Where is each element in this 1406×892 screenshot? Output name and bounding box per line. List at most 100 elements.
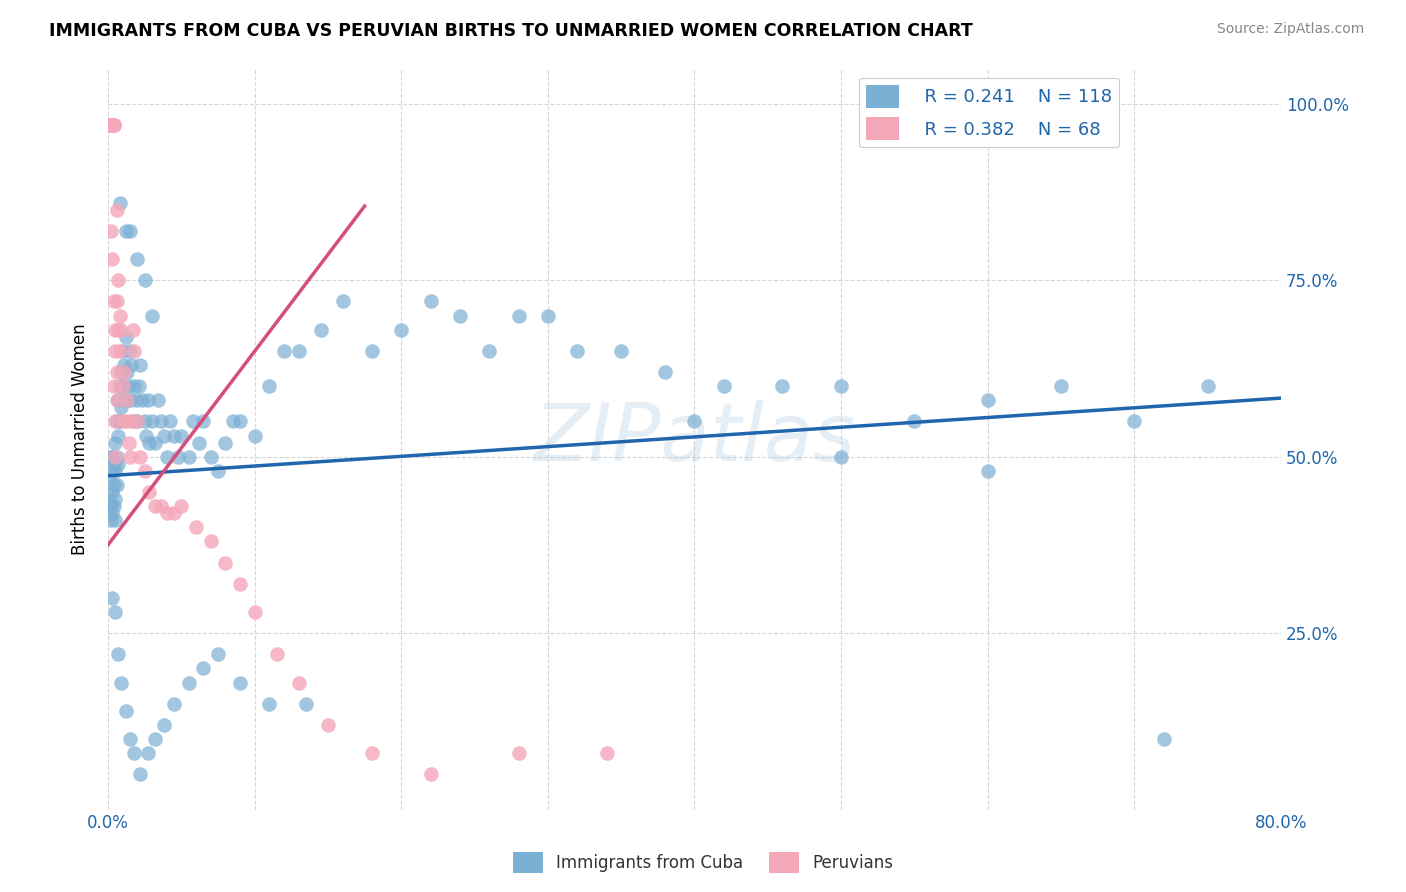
Point	[122, 323, 145, 337]
Point	[149, 499, 172, 513]
Point	[103, 478, 125, 492]
Point	[118, 343, 141, 358]
Point	[243, 428, 266, 442]
Point	[138, 485, 160, 500]
Point	[259, 379, 281, 393]
Point	[98, 491, 121, 506]
Point	[104, 343, 127, 358]
Point	[163, 428, 186, 442]
Point	[117, 379, 139, 393]
Point	[136, 746, 159, 760]
Point	[143, 731, 166, 746]
Point	[127, 414, 149, 428]
Point	[419, 294, 441, 309]
Point	[127, 252, 149, 266]
Point	[163, 506, 186, 520]
Point	[101, 118, 124, 132]
Point	[103, 499, 125, 513]
Point	[108, 414, 131, 428]
Point	[98, 118, 121, 132]
Point	[98, 118, 121, 132]
Point	[100, 118, 122, 132]
Point	[184, 520, 207, 534]
Point	[135, 428, 157, 442]
Point	[100, 499, 122, 513]
Point	[654, 365, 676, 379]
Point	[114, 393, 136, 408]
Point	[309, 323, 332, 337]
Point	[105, 365, 128, 379]
Y-axis label: Births to Unmarried Women: Births to Unmarried Women	[72, 323, 89, 555]
Point	[229, 414, 252, 428]
Point	[105, 294, 128, 309]
Point	[105, 393, 128, 408]
Point	[193, 661, 215, 675]
Point	[120, 358, 142, 372]
Point	[111, 379, 134, 393]
Point	[110, 401, 132, 415]
Point	[120, 414, 142, 428]
Point	[478, 343, 501, 358]
Point	[114, 224, 136, 238]
Point	[287, 343, 309, 358]
Point	[1050, 379, 1073, 393]
Point	[200, 450, 222, 464]
Point	[167, 450, 190, 464]
Point	[903, 414, 925, 428]
Point	[141, 414, 163, 428]
Point	[98, 118, 121, 132]
Point	[143, 435, 166, 450]
Point	[101, 450, 124, 464]
Point	[221, 414, 243, 428]
Point	[104, 464, 127, 478]
Point	[214, 435, 236, 450]
Point	[114, 704, 136, 718]
Point	[124, 746, 146, 760]
Point	[98, 471, 121, 485]
Point	[772, 379, 794, 393]
Text: IMMIGRANTS FROM CUBA VS PERUVIAN BIRTHS TO UNMARRIED WOMEN CORRELATION CHART: IMMIGRANTS FROM CUBA VS PERUVIAN BIRTHS …	[49, 22, 973, 40]
Point	[100, 118, 122, 132]
Point	[134, 414, 156, 428]
Point	[214, 556, 236, 570]
Point	[152, 428, 174, 442]
Point	[134, 273, 156, 287]
Point	[207, 647, 229, 661]
Point	[104, 435, 127, 450]
Point	[181, 414, 204, 428]
Point	[266, 647, 288, 661]
Point	[104, 491, 127, 506]
Text: ZIPatlas: ZIPatlas	[533, 400, 855, 478]
Point	[177, 675, 200, 690]
Point	[111, 343, 134, 358]
Point	[104, 414, 127, 428]
Point	[118, 731, 141, 746]
Point	[134, 464, 156, 478]
Point	[100, 118, 122, 132]
Point	[98, 118, 121, 132]
Point	[129, 450, 152, 464]
Point	[115, 393, 138, 408]
Point	[508, 309, 530, 323]
Point	[830, 450, 852, 464]
Point	[129, 767, 152, 781]
Point	[103, 118, 125, 132]
Point	[115, 365, 138, 379]
Point	[117, 435, 139, 450]
Point	[101, 506, 124, 520]
Point	[193, 414, 215, 428]
Point	[610, 343, 633, 358]
Point	[977, 393, 1000, 408]
Point	[103, 294, 125, 309]
Point	[122, 414, 145, 428]
Point	[107, 647, 129, 661]
Point	[105, 450, 128, 464]
Point	[259, 697, 281, 711]
Point	[112, 358, 135, 372]
Point	[100, 224, 122, 238]
Point	[104, 513, 127, 527]
Point	[1123, 414, 1146, 428]
Point	[170, 499, 193, 513]
Point	[152, 718, 174, 732]
Point	[101, 118, 124, 132]
